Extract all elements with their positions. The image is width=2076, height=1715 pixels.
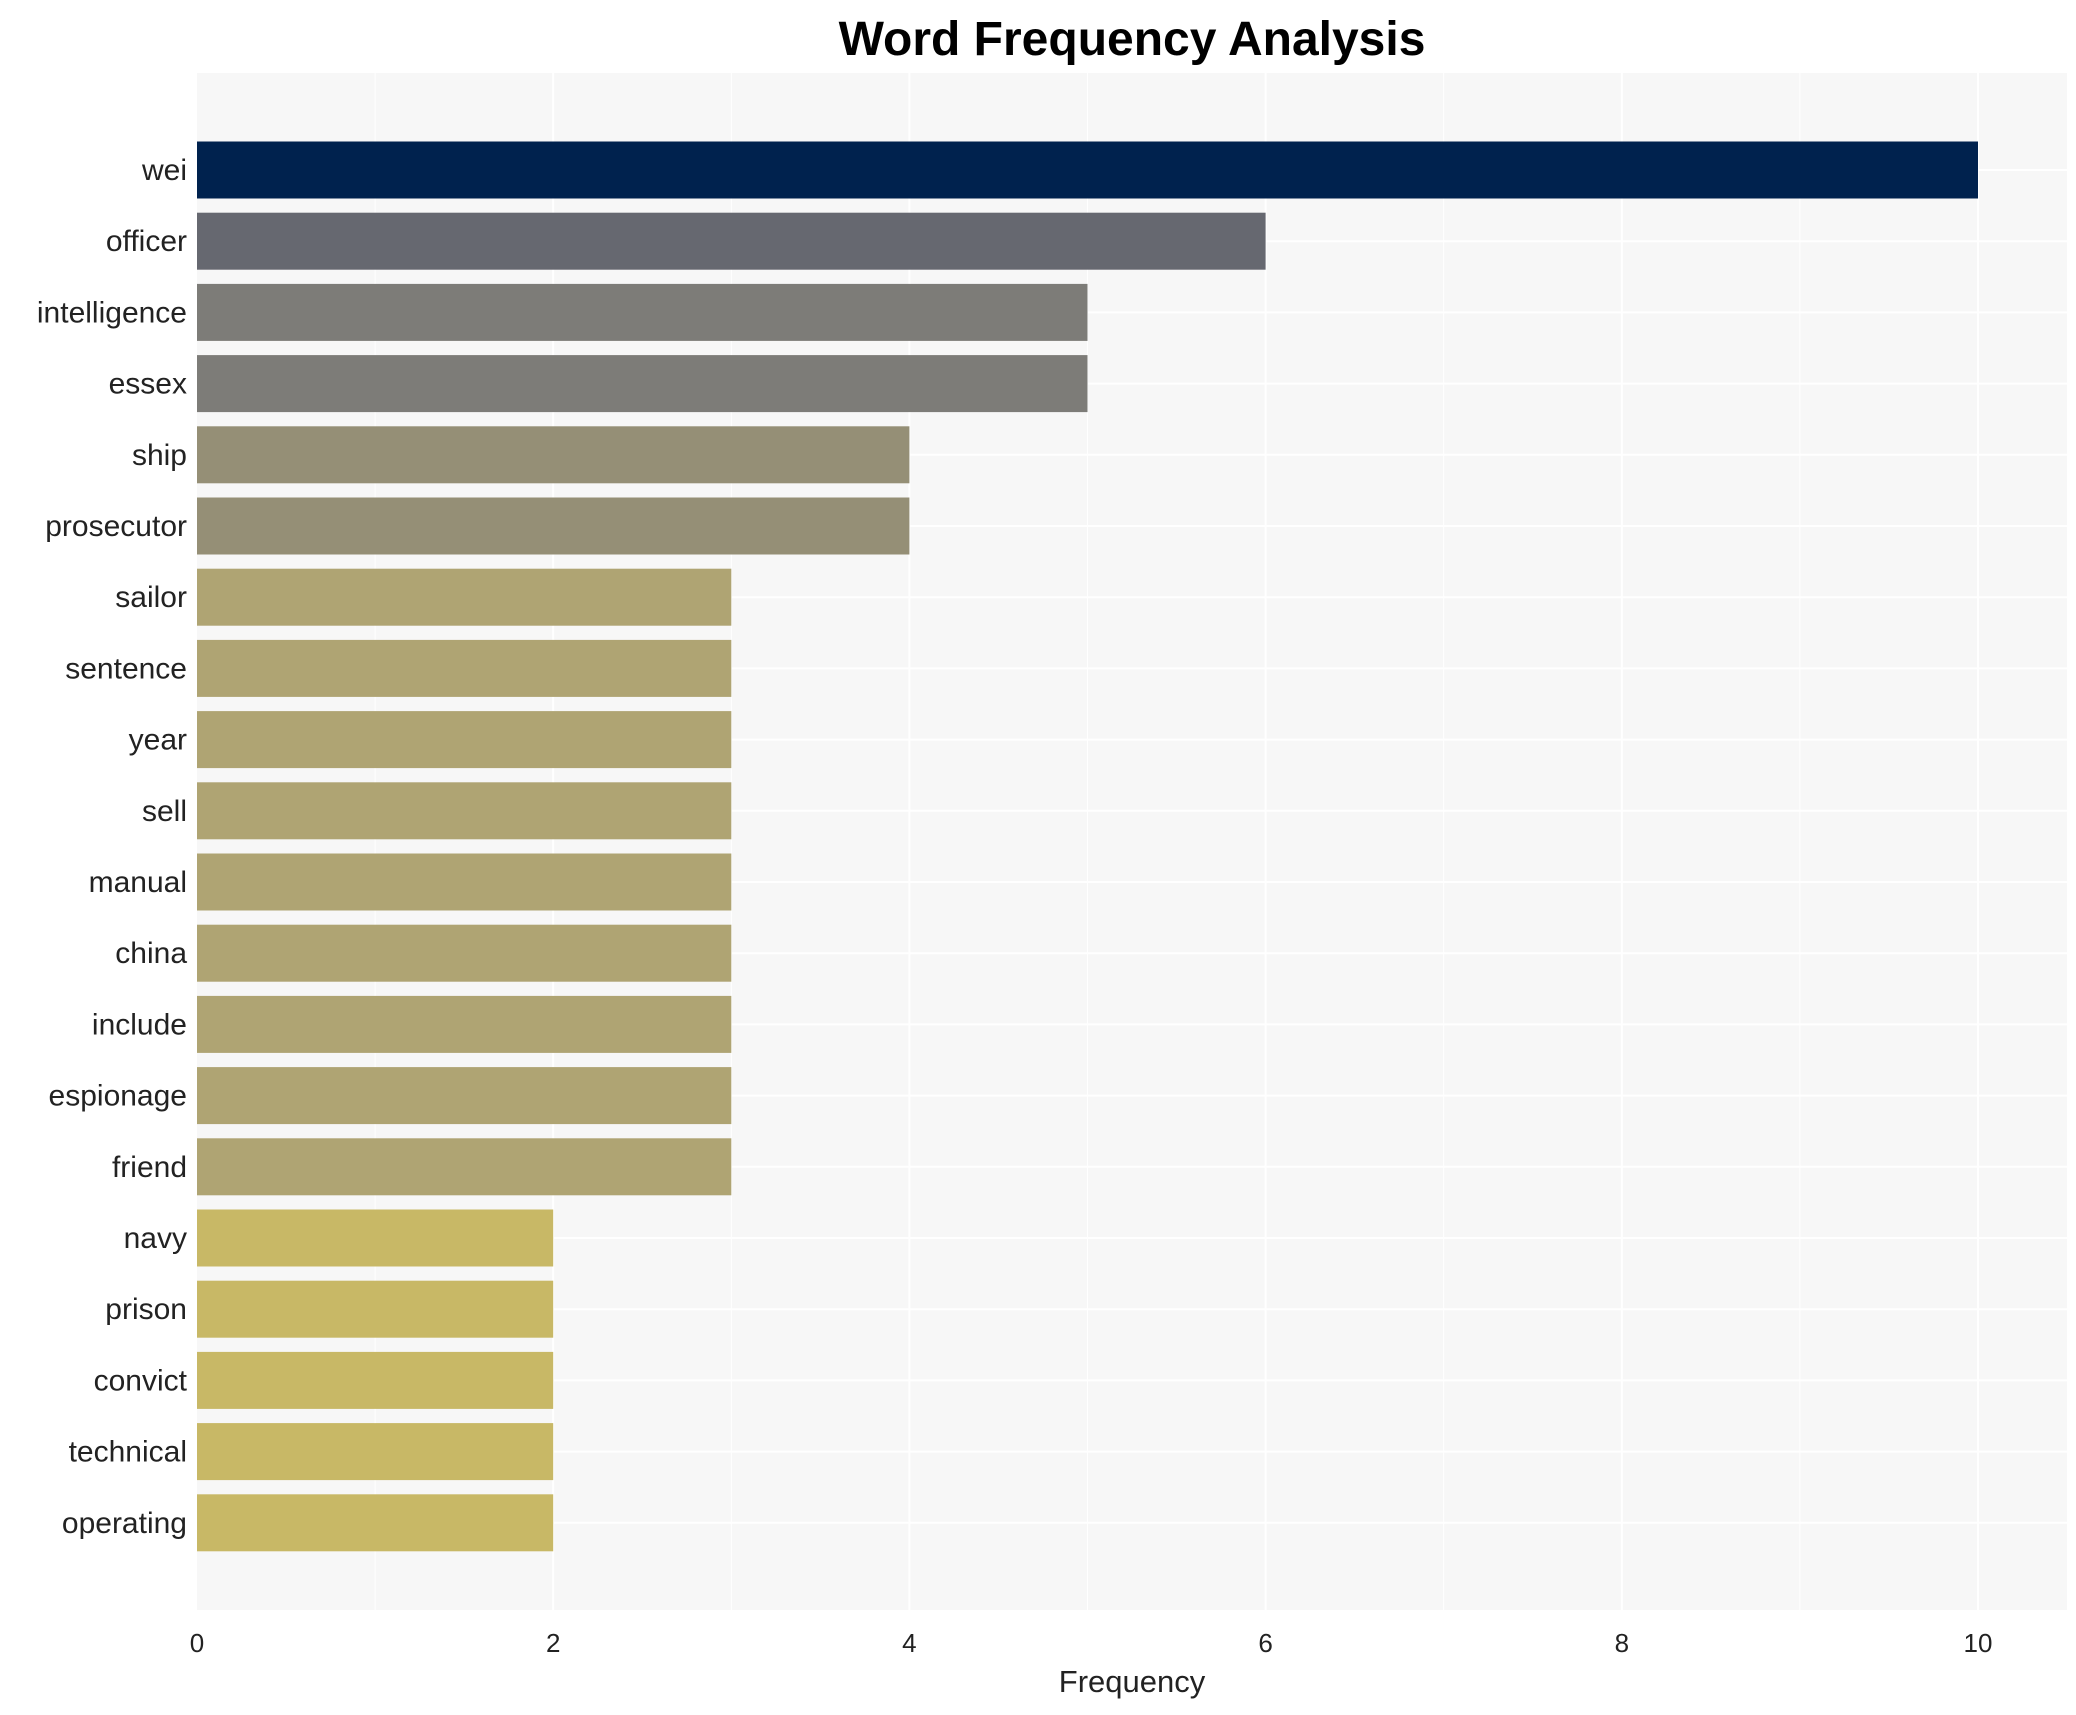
bar-sentence (197, 639, 732, 697)
y-tick-label: intelligence (37, 296, 187, 329)
y-tick-label: convict (94, 1364, 188, 1397)
y-tick-label: officer (106, 225, 187, 258)
y-tick-label: prosecutor (45, 510, 187, 543)
bar-friend (197, 1138, 732, 1196)
y-tick-label: navy (124, 1222, 187, 1255)
x-tick-label: 4 (902, 1628, 916, 1658)
bar-operating (197, 1494, 554, 1552)
bar-sailor (197, 568, 732, 626)
x-tick-label: 0 (190, 1628, 204, 1658)
bar-technical (197, 1423, 554, 1481)
bar-essex (197, 355, 1088, 413)
x-tick-label: 8 (1615, 1628, 1629, 1658)
bar-prosecutor (197, 497, 910, 555)
y-tick-label: china (115, 937, 187, 970)
y-tick-label: manual (89, 866, 187, 899)
y-tick-label: sell (142, 795, 187, 828)
x-tick-label: 2 (546, 1628, 560, 1658)
bar-wei (197, 141, 1978, 199)
bar-year (197, 711, 732, 769)
y-tick-label: sentence (65, 652, 187, 685)
bar-china (197, 924, 732, 982)
bar-include (197, 995, 732, 1053)
y-tick-label: essex (109, 368, 187, 401)
y-tick-label: operating (62, 1507, 187, 1540)
y-tick-label: year (129, 724, 187, 757)
y-tick-label: wei (141, 154, 187, 187)
bar-navy (197, 1209, 554, 1267)
bar-ship (197, 426, 910, 484)
bar-sell (197, 782, 732, 840)
y-tick-label: friend (112, 1151, 187, 1184)
y-tick-label: sailor (115, 581, 187, 614)
y-tick-label: prison (105, 1293, 187, 1326)
bar-espionage (197, 1067, 732, 1125)
y-tick-label: ship (132, 439, 187, 472)
y-tick-label: include (92, 1008, 187, 1041)
chart-title: Word Frequency Analysis (839, 13, 1426, 66)
bar-manual (197, 853, 732, 911)
bar-intelligence (197, 283, 1088, 341)
y-tick-label: espionage (49, 1080, 187, 1113)
x-tick-label: 10 (1964, 1628, 1993, 1658)
x-tick-label: 6 (1258, 1628, 1272, 1658)
x-axis-label: Frequency (1059, 1664, 1206, 1699)
bar-prison (197, 1280, 554, 1338)
bar-officer (197, 212, 1266, 270)
bar-convict (197, 1351, 554, 1409)
y-tick-label: technical (69, 1436, 187, 1469)
